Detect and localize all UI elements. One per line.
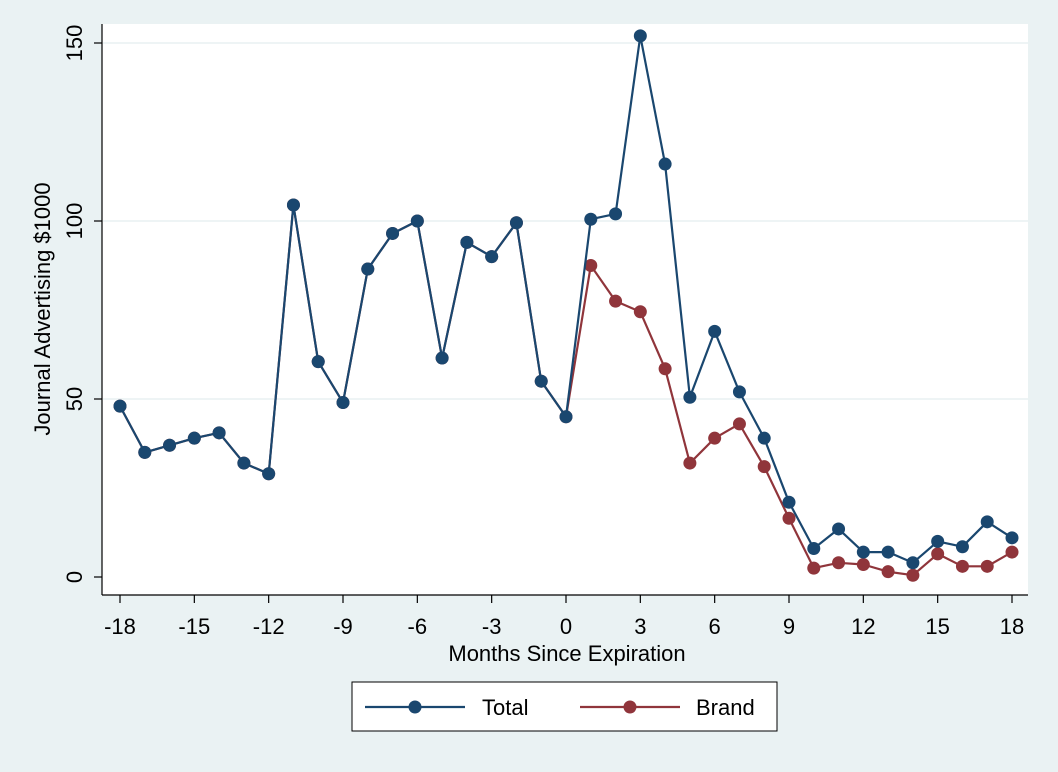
y-axis-title: Journal Advertising $1000 [30, 182, 55, 435]
point-total [980, 515, 994, 529]
point-total [386, 226, 400, 240]
point-total [485, 250, 499, 264]
x-tick-label: 18 [1000, 614, 1024, 639]
point-brand [782, 511, 796, 525]
point-total [955, 540, 969, 554]
point-total [435, 351, 449, 365]
x-tick-label: -12 [253, 614, 285, 639]
point-total [732, 385, 746, 399]
point-brand [732, 417, 746, 431]
point-total [1005, 531, 1019, 545]
x-tick-label: 0 [560, 614, 572, 639]
point-total [509, 216, 523, 230]
point-brand [881, 565, 895, 579]
point-brand [584, 259, 598, 272]
point-total [311, 355, 325, 369]
point-total [807, 542, 821, 556]
point-brand [931, 547, 945, 561]
legend-marker-brand [623, 700, 637, 714]
point-total [782, 495, 796, 509]
point-total [212, 426, 226, 440]
legend: Total Brand [351, 681, 778, 732]
point-total [881, 545, 895, 559]
point-brand [757, 460, 771, 474]
x-tick-label: -3 [482, 614, 502, 639]
point-total [683, 390, 697, 404]
point-brand [856, 558, 870, 572]
point-brand [980, 559, 994, 573]
point-brand [955, 559, 969, 573]
point-brand [633, 305, 647, 319]
point-total [584, 212, 598, 226]
point-total [138, 445, 152, 459]
x-tick-label: 3 [634, 614, 646, 639]
point-total [931, 534, 945, 548]
point-total [262, 467, 276, 481]
x-tick-label: 15 [925, 614, 949, 639]
point-total [286, 198, 300, 212]
y-tick-label: 0 [62, 571, 87, 583]
x-tick-label: -9 [333, 614, 353, 639]
point-brand [807, 561, 821, 575]
point-total [336, 396, 350, 410]
point-brand [906, 568, 920, 582]
point-brand [658, 362, 672, 376]
point-total [559, 410, 573, 424]
tick-layer: 0 50 100 150 -18 -15 -12 -9 -6 -3 0 3 6 9 12 15 18 [62, 25, 1024, 639]
point-brand [708, 431, 722, 445]
point-brand [683, 456, 697, 470]
point-total [609, 207, 623, 221]
point-total [410, 214, 424, 228]
point-total [163, 438, 177, 452]
x-axis-title: Months Since Expiration [448, 641, 685, 666]
point-total [534, 374, 548, 388]
plot-area [102, 24, 1028, 595]
series-total [113, 29, 1019, 570]
point-total [708, 324, 722, 338]
x-tick-label: 9 [783, 614, 795, 639]
point-brand [832, 556, 846, 570]
point-brand [1005, 545, 1019, 559]
point-total [237, 456, 251, 470]
point-total [906, 556, 920, 570]
legend-marker-total [408, 700, 422, 714]
point-total [361, 262, 375, 276]
point-total [460, 235, 474, 249]
x-tick-label: -15 [178, 614, 210, 639]
point-total [832, 522, 846, 536]
point-total [757, 431, 771, 445]
x-tick-label: -18 [104, 614, 136, 639]
legend-label-total: Total [482, 695, 528, 720]
point-total [633, 29, 647, 43]
point-brand [609, 294, 623, 308]
point-total [187, 431, 201, 445]
y-tick-label: 150 [62, 25, 87, 62]
grid-layer [103, 42, 1028, 400]
y-tick-label: 100 [62, 203, 87, 240]
x-tick-label: -6 [408, 614, 428, 639]
y-tick-label: 50 [62, 387, 87, 411]
point-total [113, 399, 127, 413]
point-total [856, 545, 870, 559]
x-tick-label: 12 [851, 614, 875, 639]
legend-label-brand: Brand [696, 695, 755, 720]
x-tick-label: 6 [709, 614, 721, 639]
point-total [658, 157, 672, 171]
series-layer [113, 29, 1019, 582]
